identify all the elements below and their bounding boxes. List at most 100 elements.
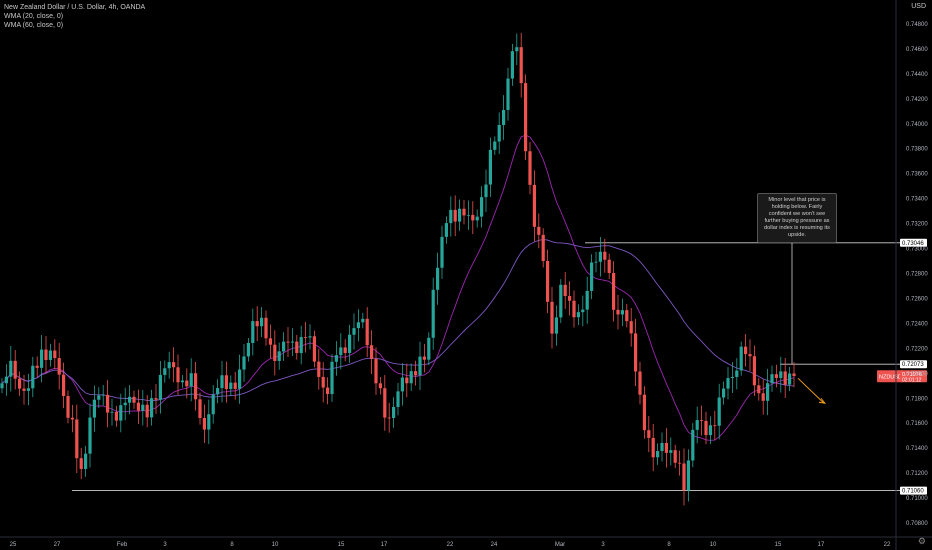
candle-body <box>418 356 422 376</box>
candle-body <box>92 399 96 418</box>
candle-body <box>211 394 215 415</box>
candle-body <box>546 260 550 302</box>
candle-body <box>277 351 281 361</box>
y-tick-label: 0.73400 <box>906 197 928 203</box>
level-label: 0.73046 <box>902 241 924 247</box>
candle-body <box>110 411 114 413</box>
candle-body <box>766 383 770 401</box>
x-tick-label: 17 <box>818 542 825 548</box>
x-tick-label: 24 <box>491 542 498 548</box>
candle-body <box>189 373 193 387</box>
x-tick-label: 10 <box>272 542 279 548</box>
candle-body <box>176 367 180 383</box>
candle-body <box>185 380 189 387</box>
level-label: 0.71060 <box>902 489 924 495</box>
candle-timer-label: 02:01:12 <box>902 377 922 383</box>
candle-body <box>348 334 352 353</box>
candle-body <box>273 344 277 361</box>
candle-body <box>264 317 268 339</box>
candle-body <box>154 398 158 400</box>
candle-body <box>678 462 682 464</box>
candle-body <box>57 358 61 375</box>
candle-body <box>295 341 299 354</box>
y-tick-label: 0.74000 <box>906 122 928 128</box>
x-tick-label: 10 <box>710 542 717 548</box>
candle-body <box>383 388 387 418</box>
candle-body <box>444 223 448 237</box>
candle-body <box>400 377 404 392</box>
candle-body <box>66 396 70 418</box>
chart-legend: New Zealand Dollar / U.S. Dollar, 4h, OA… <box>4 3 145 30</box>
candle-body <box>537 226 541 235</box>
annotation-note[interactable]: Minor level that price is holding below.… <box>757 193 837 243</box>
candle-body <box>497 124 501 142</box>
candle-body <box>136 402 140 411</box>
candle-body <box>568 296 572 301</box>
candle-body <box>515 47 519 52</box>
wma20-legend[interactable]: WMA (20, close, 0) <box>4 13 64 20</box>
candle-body <box>123 402 127 406</box>
wma20-line <box>1 134 795 441</box>
candle-body <box>616 309 620 315</box>
candle-body <box>713 425 717 427</box>
candle-body <box>774 374 778 378</box>
candle-body <box>462 208 466 216</box>
candle-body <box>128 396 132 403</box>
x-tick-label: 25 <box>10 542 17 548</box>
x-tick-label: 15 <box>775 542 782 548</box>
settings-gear-icon[interactable]: ⚙ <box>917 536 926 546</box>
candle-body <box>757 385 761 394</box>
candle-body <box>405 377 409 384</box>
candle-body <box>581 309 585 313</box>
candle-body <box>449 209 453 224</box>
candle-body <box>4 376 8 384</box>
candle-body <box>664 442 668 453</box>
candle-body <box>634 333 638 372</box>
level-tag <box>900 360 927 369</box>
candle-body <box>660 442 664 452</box>
candle-body <box>695 420 699 430</box>
candle-body <box>255 321 259 327</box>
candle-body <box>528 151 532 185</box>
y-tick-label: 0.72400 <box>906 321 928 327</box>
currency-label: USD <box>911 3 926 10</box>
candle-body <box>686 460 690 491</box>
candle-body <box>106 394 110 413</box>
candle-body <box>150 398 154 418</box>
candle-body <box>26 388 30 391</box>
candle-body <box>229 382 233 390</box>
candle-body <box>330 361 334 395</box>
candle-body <box>726 378 730 389</box>
candle-body <box>84 453 88 469</box>
candle-body <box>475 216 479 221</box>
candle-body <box>735 370 739 377</box>
candle-body <box>378 383 382 389</box>
x-tick-label: Mar <box>555 542 565 548</box>
x-tick-label: 27 <box>54 542 61 548</box>
candle-body <box>691 429 695 461</box>
y-tick-label: 0.73000 <box>906 247 928 253</box>
candle-body <box>722 388 726 398</box>
candle-body <box>770 374 774 384</box>
candle-body <box>35 365 39 368</box>
candle-body <box>22 388 26 391</box>
candle-body <box>79 458 83 469</box>
y-tick-label: 0.72000 <box>906 371 928 377</box>
x-tick-label: Feb <box>117 542 128 548</box>
candle-body <box>220 375 224 389</box>
wma60-legend[interactable]: WMA (60, close, 0) <box>4 22 64 29</box>
candle-body <box>502 110 506 125</box>
candle-body <box>440 236 444 268</box>
candle-body <box>158 374 162 400</box>
candle-body <box>669 450 673 453</box>
candle-body <box>70 417 74 420</box>
candle-body <box>409 371 413 384</box>
candle-body <box>612 272 616 310</box>
candle-body <box>422 356 426 360</box>
y-tick-label: 0.71600 <box>906 421 928 427</box>
x-tick-label: 3 <box>601 542 605 548</box>
candle-body <box>620 310 624 315</box>
candle-body <box>519 47 523 84</box>
candle-body <box>119 405 123 421</box>
